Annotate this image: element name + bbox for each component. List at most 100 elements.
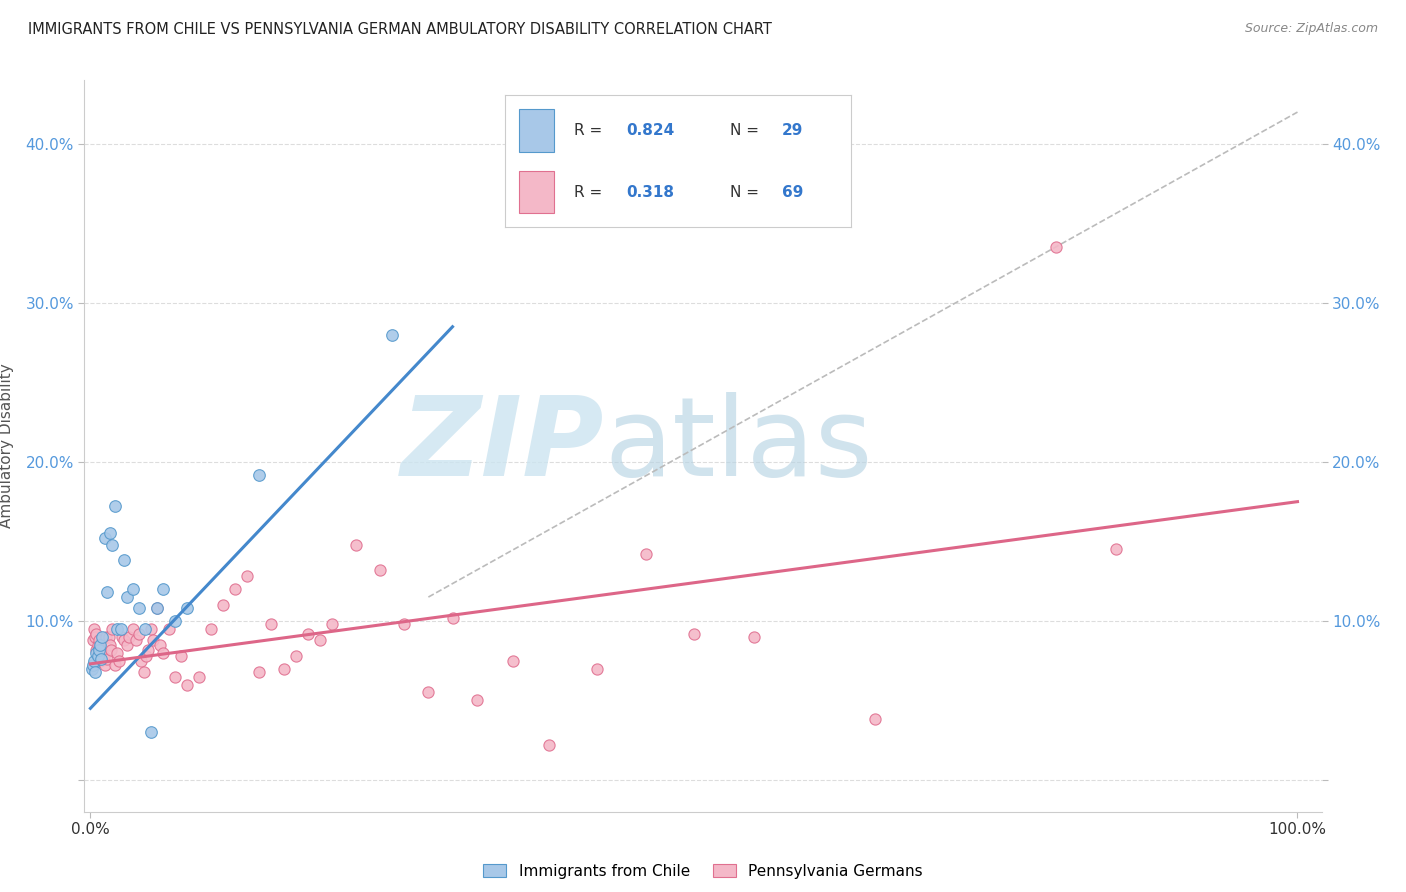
Point (176, 601, 198, 615)
Point (176, 677, 198, 691)
Point (152, 646, 174, 660)
Point (98, 638, 121, 652)
Point (284, 648, 307, 663)
Point (112, 632, 135, 647)
Point (86, 646, 108, 660)
Point (135, 648, 157, 663)
Point (89, 654, 111, 668)
Point (321, 617, 343, 632)
Point (86, 626, 108, 640)
Point (224, 582, 246, 596)
Point (112, 553, 135, 567)
Point (110, 622, 132, 636)
Point (118, 630, 141, 644)
Point (139, 725, 162, 739)
Point (1045, 240, 1067, 254)
Point (86, 638, 108, 652)
Point (236, 569, 259, 583)
Point (418, 685, 440, 699)
Point (105, 646, 128, 660)
Point (100, 642, 122, 657)
Point (125, 632, 148, 647)
Point (188, 669, 211, 683)
Point (97, 630, 120, 644)
Point (91, 630, 114, 644)
Point (93, 648, 115, 663)
Point (863, 713, 886, 727)
Point (96, 652, 118, 666)
Point (121, 582, 143, 596)
Point (89, 642, 111, 657)
Point (86, 648, 108, 663)
Point (634, 547, 657, 561)
Point (94, 630, 117, 644)
Point (163, 614, 186, 628)
Point (152, 582, 174, 596)
Point (83, 622, 105, 636)
Point (200, 622, 222, 636)
Point (91, 646, 114, 660)
Point (247, 665, 270, 679)
Point (441, 611, 464, 625)
Point (308, 632, 330, 647)
Point (115, 590, 138, 604)
Point (149, 638, 172, 652)
Point (212, 598, 235, 612)
Point (94, 658, 117, 673)
Point (84, 630, 107, 644)
Point (111, 630, 134, 644)
Point (247, 467, 270, 482)
Point (344, 538, 367, 552)
Y-axis label: Ambulatory Disability: Ambulatory Disability (0, 364, 14, 528)
Point (80, 662, 103, 676)
Point (586, 662, 609, 676)
Point (86, 642, 108, 657)
Point (139, 622, 162, 636)
Point (101, 622, 124, 636)
Point (170, 648, 193, 663)
Point (142, 632, 165, 647)
Point (90, 648, 112, 663)
Point (121, 622, 143, 636)
Point (105, 622, 128, 636)
Point (128, 626, 150, 640)
Text: ZIP: ZIP (401, 392, 605, 500)
Point (128, 601, 150, 615)
Point (101, 538, 124, 552)
Point (683, 626, 706, 640)
Point (83, 654, 105, 668)
Point (1105, 542, 1128, 557)
Point (260, 617, 283, 632)
Point (157, 622, 180, 636)
Point (129, 654, 152, 668)
Point (368, 563, 391, 577)
Point (82, 658, 104, 673)
Text: Source: ZipAtlas.com: Source: ZipAtlas.com (1244, 22, 1378, 36)
Point (538, 738, 561, 752)
Point (146, 601, 169, 615)
Point (381, 327, 404, 342)
Point (82, 632, 104, 647)
Point (96, 585, 118, 599)
Text: IMMIGRANTS FROM CHILE VS PENNSYLVANIA GERMAN AMBULATORY DISABILITY CORRELATION C: IMMIGRANTS FROM CHILE VS PENNSYLVANIA GE… (28, 22, 772, 37)
Point (502, 654, 524, 668)
Point (742, 630, 765, 644)
Point (94, 531, 117, 545)
Point (297, 626, 319, 640)
Point (394, 617, 416, 632)
Point (115, 638, 138, 652)
Point (132, 665, 155, 679)
Point (146, 601, 169, 615)
Text: atlas: atlas (605, 392, 873, 500)
Point (89, 638, 111, 652)
Point (90, 652, 112, 666)
Point (134, 622, 156, 636)
Point (87, 642, 110, 657)
Point (87, 632, 110, 647)
Legend: Immigrants from Chile, Pennsylvania Germans: Immigrants from Chile, Pennsylvania Germ… (478, 857, 928, 885)
Point (108, 654, 131, 668)
Point (138, 642, 160, 657)
Point (273, 662, 295, 676)
Point (84, 665, 107, 679)
Point (163, 669, 186, 683)
